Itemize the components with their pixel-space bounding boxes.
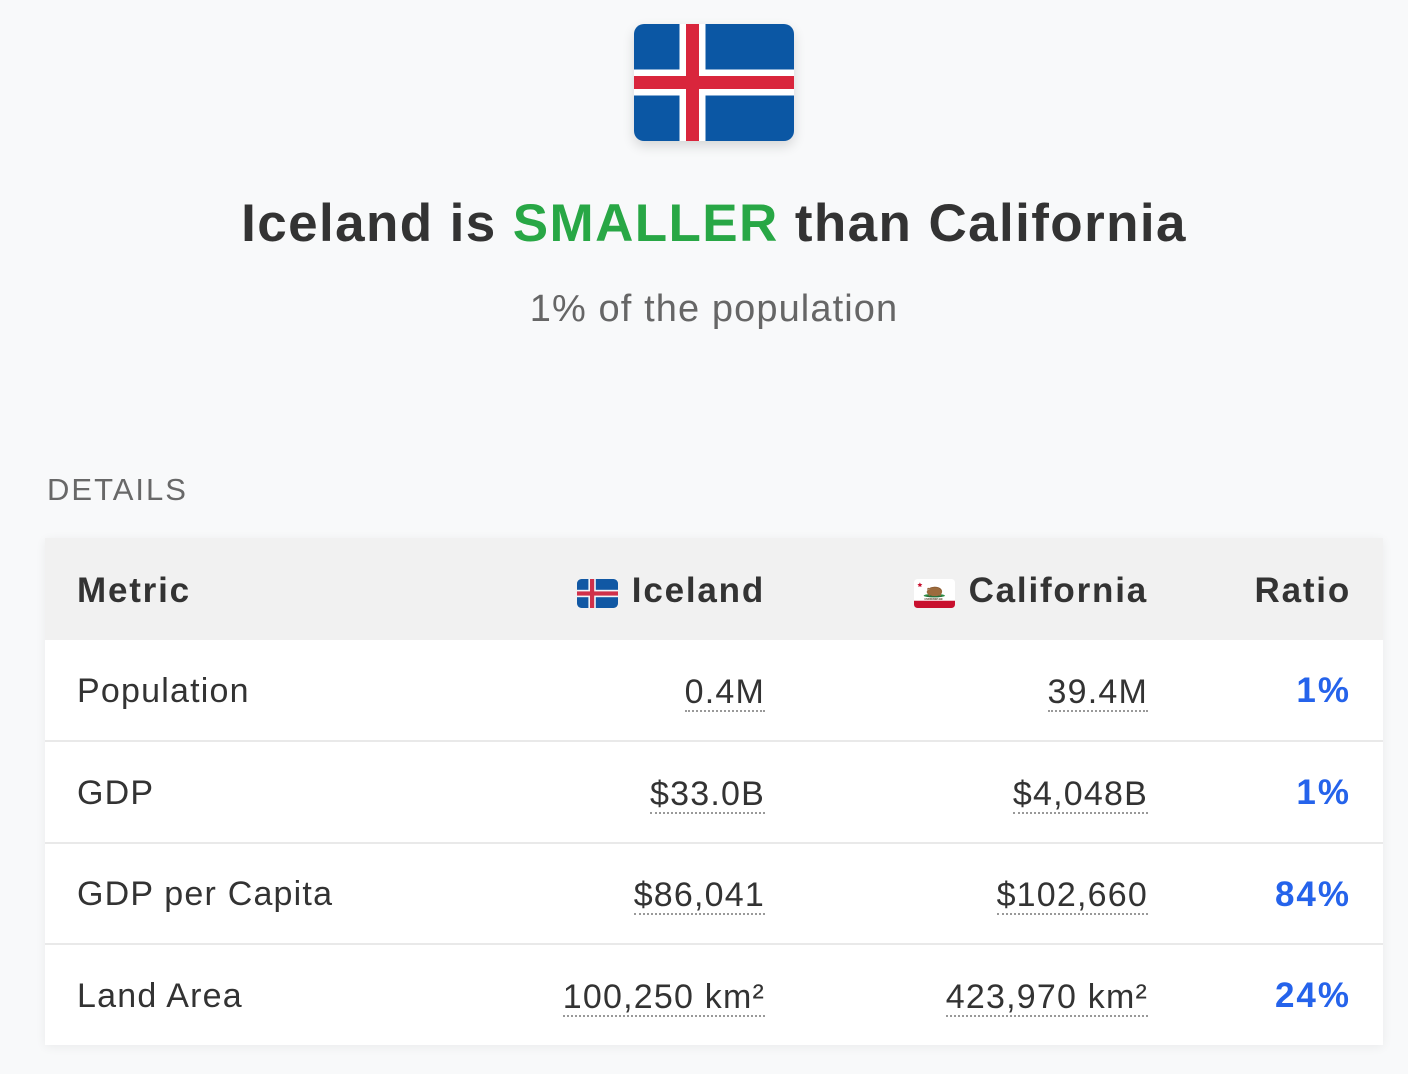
svg-text:CALIFORNIA REPUBLIC: CALIFORNIA REPUBLIC [924, 597, 945, 601]
